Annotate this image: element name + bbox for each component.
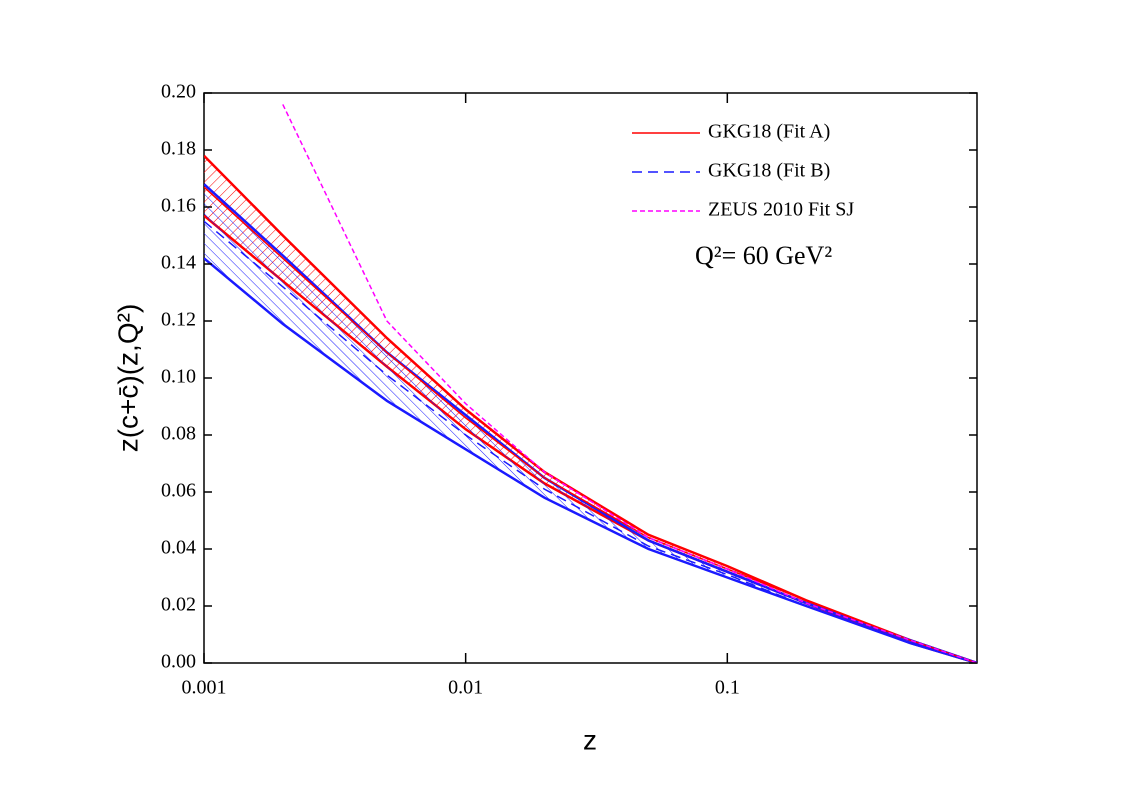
error-band <box>204 155 977 663</box>
x-tick-label: 0.01 <box>448 677 483 699</box>
x-axis-title: z <box>583 724 597 755</box>
series-line <box>204 186 977 663</box>
y-tick-label: 0.08 <box>161 423 196 445</box>
band-edge <box>204 154 977 663</box>
plot-area <box>204 104 977 663</box>
y-tick-label: 0.14 <box>161 252 196 274</box>
y-tick-label: 0.12 <box>161 309 196 331</box>
y-tick-label: 0.02 <box>161 594 196 616</box>
y-tick-label: 0.00 <box>161 651 196 673</box>
error-band <box>204 184 977 663</box>
annotation: Q²= 60 GeV² <box>695 241 832 270</box>
y-tick-label: 0.16 <box>161 195 196 217</box>
legend-label: GKG18 (Fit B) <box>708 160 830 182</box>
y-tick-label: 0.10 <box>161 366 196 388</box>
x-tick-label: 0.001 <box>182 677 227 699</box>
series-line <box>282 104 977 663</box>
y-axis-title: z(c+c̄)(z,Q²) <box>112 304 143 453</box>
plot-frame <box>203 92 978 664</box>
series-line <box>204 220 977 663</box>
y-tick-label: 0.04 <box>161 537 196 559</box>
y-tick-label: 0.20 <box>161 81 196 103</box>
y-tick-label: 0.06 <box>161 480 196 502</box>
band-edge <box>204 183 977 663</box>
x-tick-label: 0.1 <box>715 677 740 699</box>
y-tick-label: 0.18 <box>161 138 196 160</box>
legend-label: ZEUS 2010 Fit SJ <box>708 199 854 221</box>
legend-label: GKG18 (Fit A) <box>708 121 830 143</box>
